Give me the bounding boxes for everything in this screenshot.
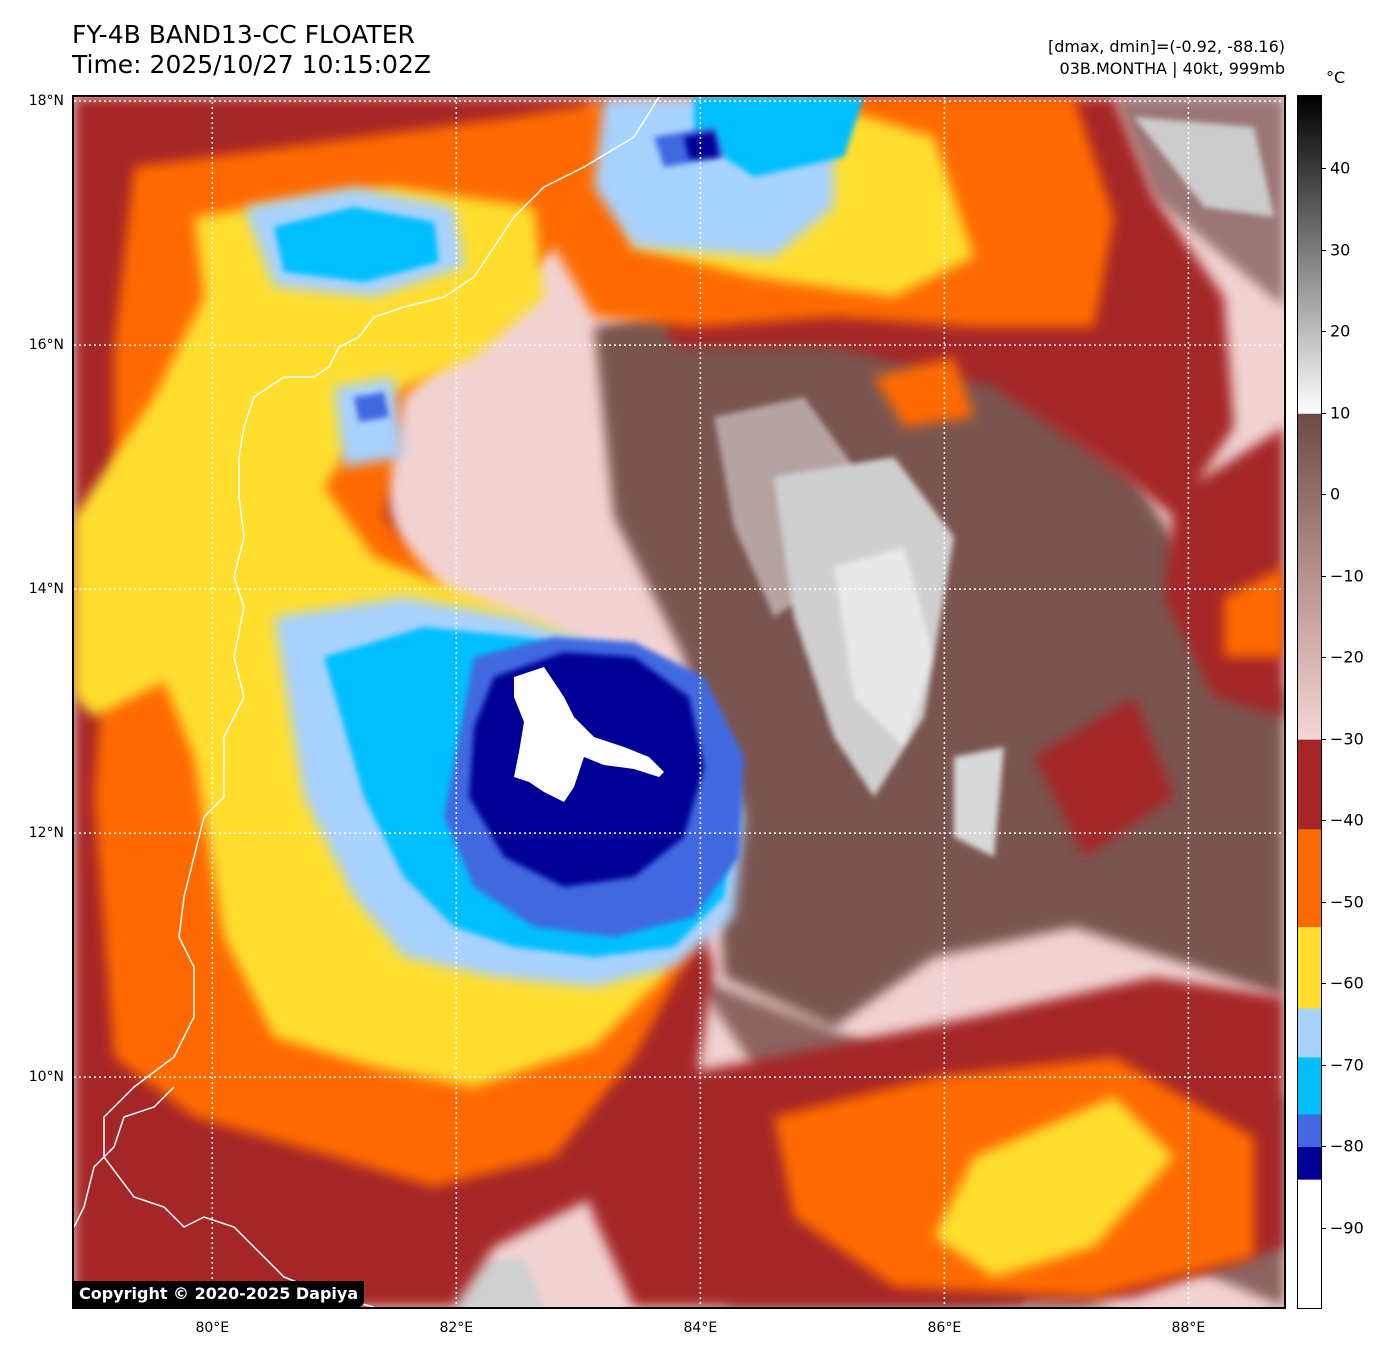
colorbar-segment	[1298, 739, 1321, 830]
lat-label: 10°N	[28, 1069, 64, 1086]
colorbar-segment	[1298, 829, 1321, 928]
colorbar-tick	[1321, 1227, 1326, 1229]
colorbar	[1297, 95, 1322, 1309]
colorbar-tick	[1321, 575, 1326, 577]
colorbar-tick	[1321, 331, 1326, 333]
coldest-cloud-tops	[514, 667, 664, 802]
lon-label: 88°E	[1171, 1320, 1206, 1336]
lon-label: 86°E	[927, 1320, 962, 1336]
colorbar-segment	[1298, 1179, 1321, 1308]
colorbar-label: −70	[1330, 1055, 1364, 1075]
colorbar-tick	[1321, 983, 1326, 985]
lat-label: 12°N	[28, 825, 64, 842]
colorbar-tick	[1321, 738, 1326, 740]
colorbar-tick	[1321, 412, 1326, 414]
colorbar-tick	[1321, 1064, 1326, 1066]
coastline	[103, 97, 660, 1307]
colorbar-label: −50	[1330, 892, 1364, 912]
chart-title: FY-4B BAND13-CC FLOATER	[72, 20, 415, 49]
colorbar-segment	[1298, 1008, 1321, 1058]
temperature-range: [dmax, dmin]=(-0.92, -88.16)	[1047, 37, 1285, 56]
graticule	[74, 97, 1284, 1307]
colorbar-label: 20	[1330, 321, 1351, 341]
colorbar-label: −20	[1330, 647, 1364, 667]
satellite-map	[72, 95, 1286, 1309]
colorbar-tick	[1321, 494, 1326, 496]
colorbar-segment	[1298, 1114, 1321, 1148]
lat-label: 14°N	[28, 581, 64, 598]
lon-label: 84°E	[683, 1320, 718, 1336]
colorbar-segment	[1298, 413, 1321, 741]
colorbar-tick	[1321, 901, 1326, 903]
colorbar-tick	[1321, 168, 1326, 170]
colorbar-tick	[1321, 249, 1326, 251]
colorbar-unit: °C	[1326, 68, 1346, 87]
colorbar-tick	[1321, 1146, 1326, 1148]
satellite-imagery	[74, 97, 1284, 1307]
copyright-notice: Copyright © 2020-2025 Dapiya	[74, 1281, 365, 1307]
storm-info: 03B.MONTHA | 40kt, 999mb	[1059, 59, 1285, 78]
colorbar-label: 40	[1330, 158, 1351, 178]
timestamp: Time: 2025/10/27 10:15:02Z	[72, 50, 431, 79]
lat-label: 16°N	[28, 337, 64, 354]
colorbar-label: −90	[1330, 1218, 1364, 1238]
colorbar-tick	[1321, 820, 1326, 822]
colorbar-scale	[1298, 96, 1321, 1308]
colorbar-segment	[1298, 1147, 1321, 1181]
colorbar-tick	[1321, 657, 1326, 659]
colorbar-label: −40	[1330, 810, 1364, 830]
lon-label: 80°E	[195, 1320, 230, 1336]
colorbar-label: −10	[1330, 566, 1364, 586]
colorbar-label: 10	[1330, 403, 1351, 423]
colorbar-segment	[1298, 96, 1321, 415]
colorbar-label: −80	[1330, 1136, 1364, 1156]
colorbar-segment	[1298, 1057, 1321, 1115]
colorbar-segment	[1298, 927, 1321, 1010]
lat-label: 18°N	[28, 93, 64, 110]
colorbar-label: 30	[1330, 240, 1351, 260]
colorbar-label: −60	[1330, 973, 1364, 993]
colorbar-label: −30	[1330, 729, 1364, 749]
colorbar-label: 0	[1330, 484, 1341, 504]
lon-label: 82°E	[439, 1320, 474, 1336]
